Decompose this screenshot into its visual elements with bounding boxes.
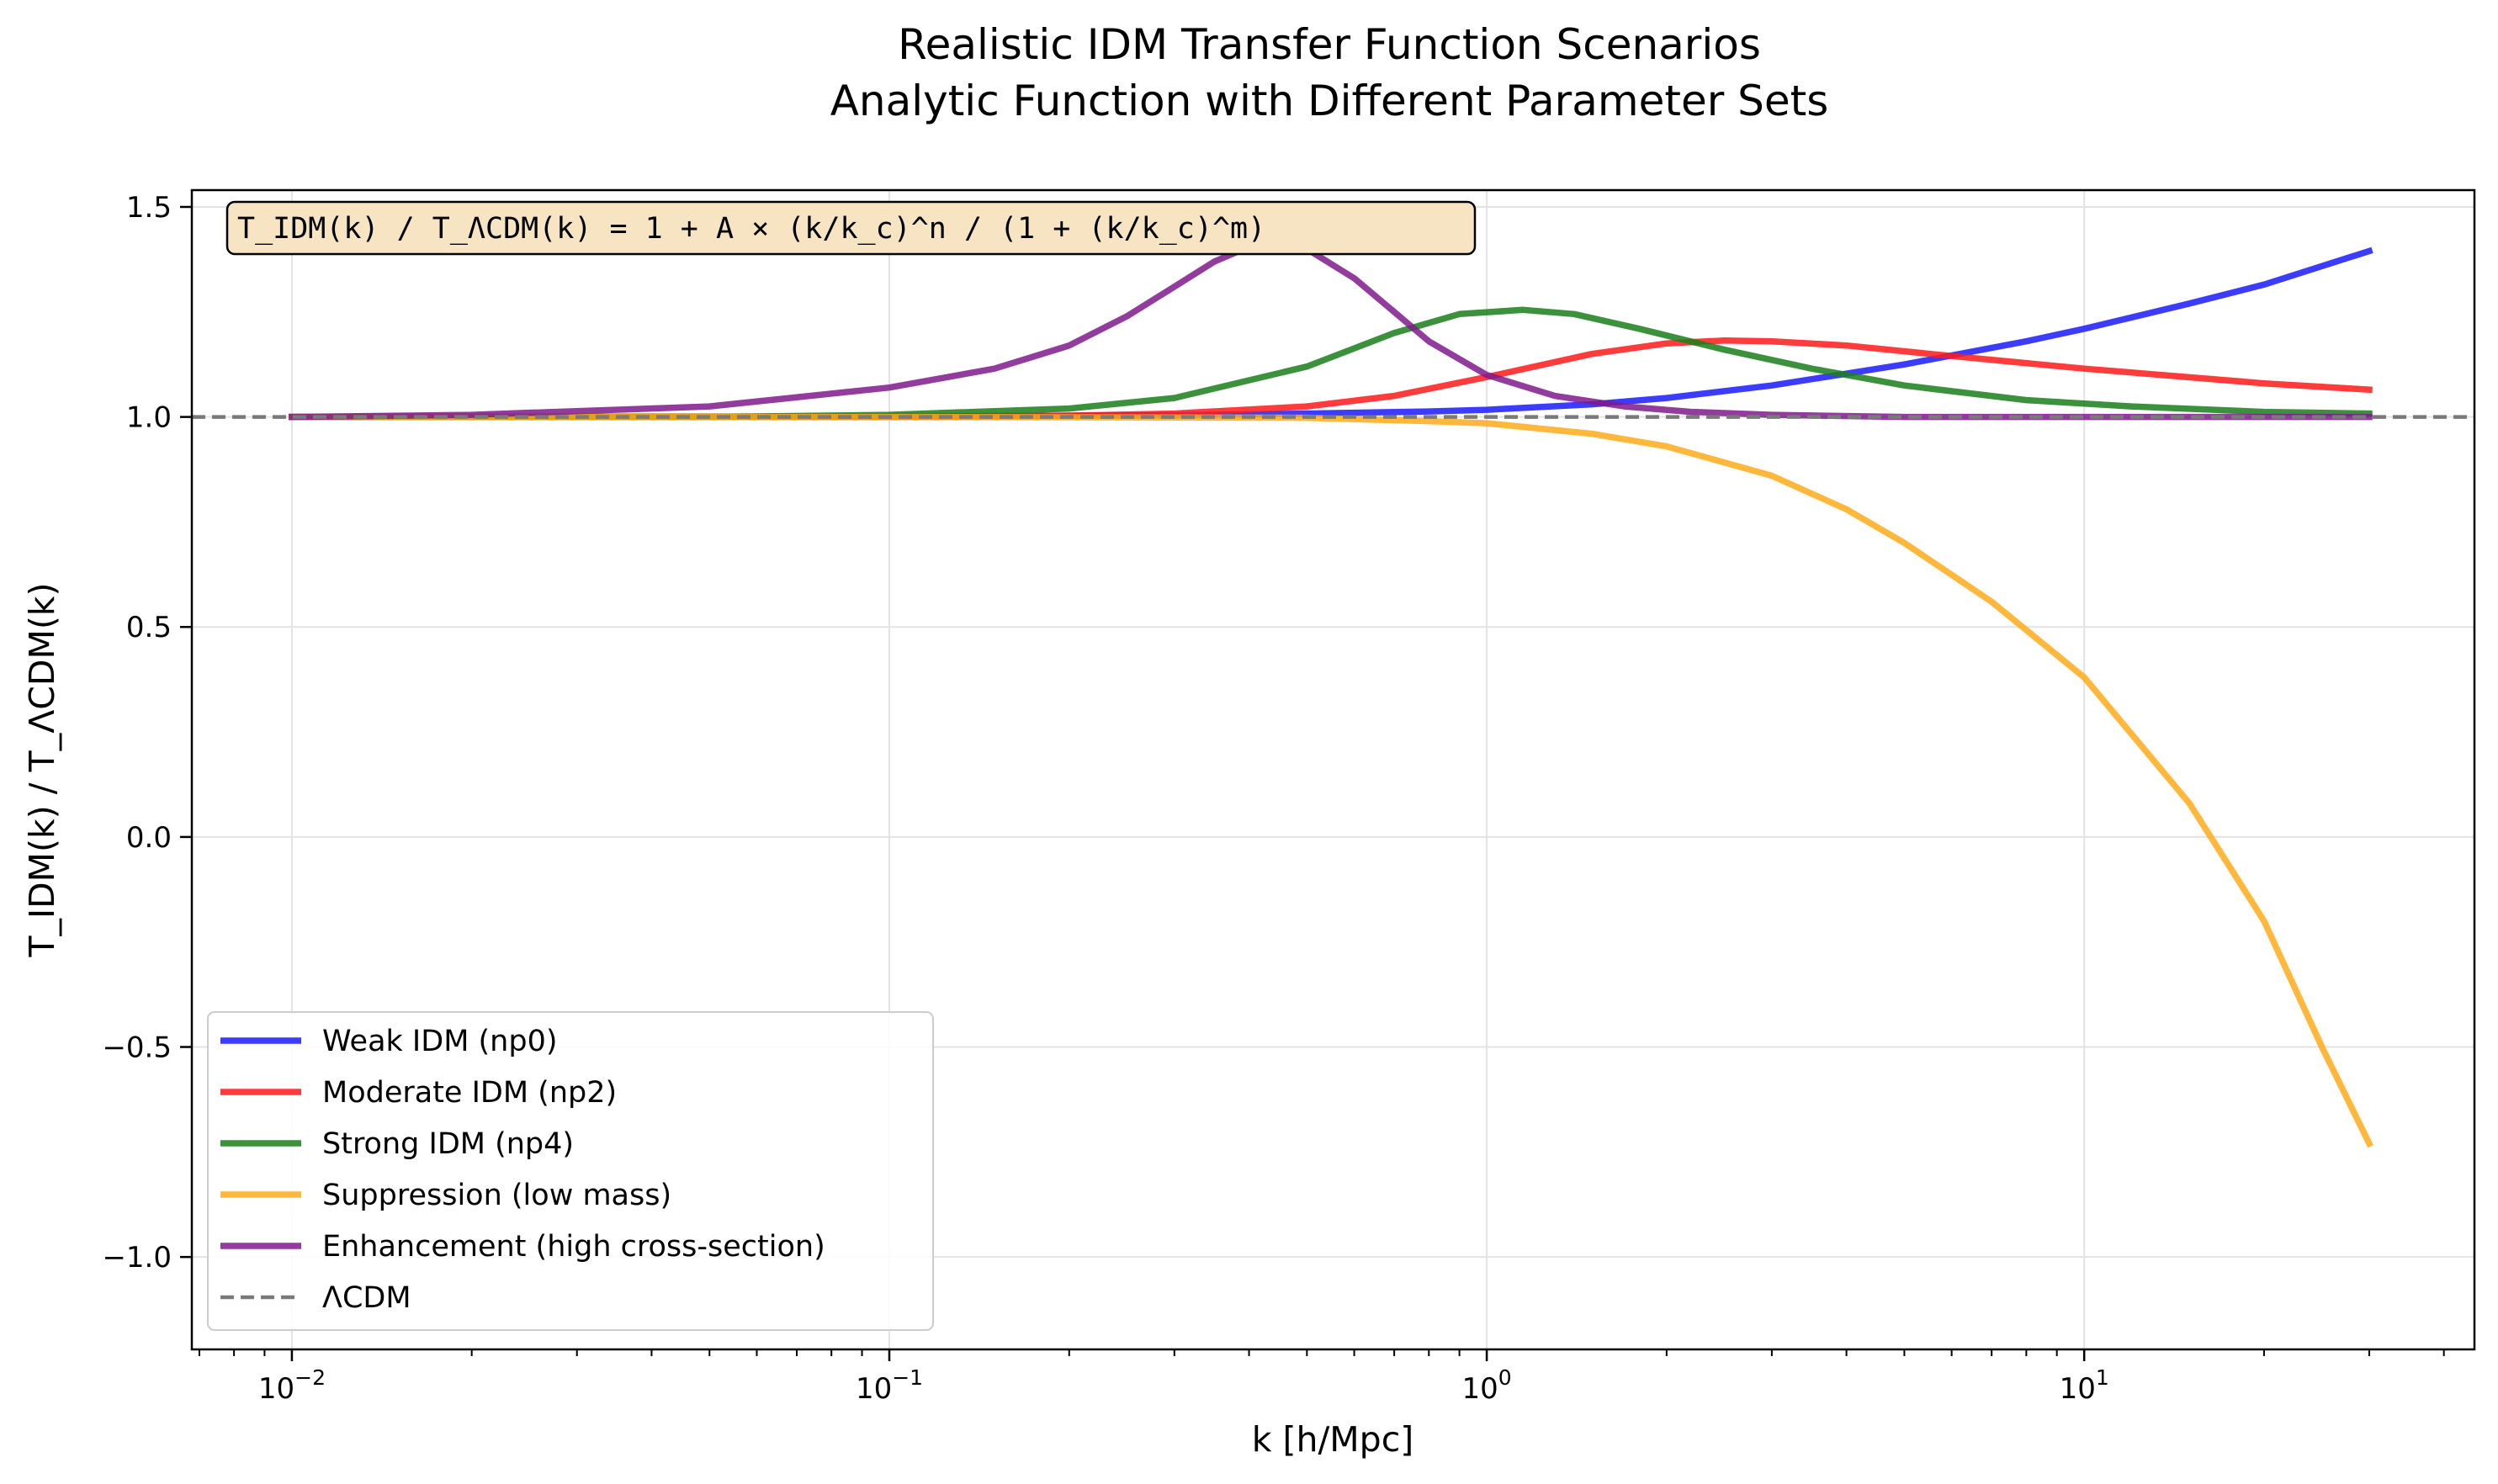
series-line [289,246,2373,421]
legend-box [207,1011,934,1331]
y-tick-label: −0.5 [102,1031,172,1065]
y-tick-label: 1.5 [126,191,172,225]
legend-label: Suppression (low mass) [322,1179,671,1212]
y-tick-label: 1.0 [126,401,172,435]
y-tick-label: −1.0 [102,1241,172,1275]
y-tick-label: 0.0 [126,821,172,855]
x-tick-label: 100 [1462,1365,1512,1406]
x-axis-label: k [h/Mpc] [1252,1419,1414,1460]
x-tick-base: 10 [1462,1372,1498,1406]
series-line [289,306,2373,421]
x-tick-exponent: 0 [1498,1365,1512,1390]
x-tick-exponent: −1 [892,1365,923,1390]
x-tick-label: 101 [2060,1365,2109,1406]
legend-label: Moderate IDM (np2) [322,1076,617,1110]
x-tick-exponent: −2 [294,1365,326,1390]
legend: Weak IDM (np0) Moderate IDM (np2) Strong I… [207,1011,934,1331]
formula-text: T_IDM(k) / T_ΛCDM(k) = 1 + A × (k/k_c)^n… [237,212,1265,246]
legend-label: Enhancement (high cross-section) [322,1230,825,1264]
series-line [289,413,2374,1148]
formula-annotation: T_IDM(k) / T_ΛCDM(k) = 1 + A × (k/k_c)^n… [225,200,1477,256]
chart-subtitle: Analytic Function with Different Paramet… [830,77,1829,125]
y-tick-label: 0.5 [126,611,172,644]
y-axis-ticks: 1.5 1.0 0.5 0.0 −0.5 −1.0 [102,191,192,1275]
x-tick-base: 10 [2060,1372,2096,1406]
x-axis-ticks: 10−2 10−1 100 101 [198,1349,2445,1406]
series-line [289,239,2373,421]
y-axis-label: T_IDM(k) / T_ΛCDM(k) [22,582,62,957]
series-layer [192,239,2474,1148]
formula-box [225,200,1477,256]
legend-label: Weak IDM (np0) [322,1025,558,1058]
legend-label: Strong IDM (np4) [322,1127,574,1161]
x-tick-base: 10 [258,1372,294,1406]
chart-title: Realistic IDM Transfer Function Scenario… [898,20,1761,69]
legend-label: ΛCDM [322,1281,411,1315]
plot-area [190,188,2476,1351]
x-tick-exponent: 1 [2096,1365,2109,1390]
x-tick-label: 10−2 [258,1365,326,1406]
x-tick-base: 10 [856,1372,892,1406]
x-tick-label: 10−1 [856,1365,923,1406]
series-line [289,337,2373,421]
